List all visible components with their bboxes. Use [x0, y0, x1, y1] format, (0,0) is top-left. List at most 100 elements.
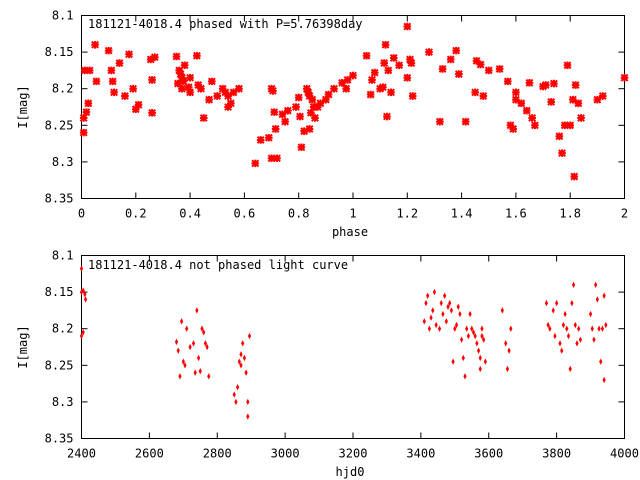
phased-data-point	[186, 73, 195, 82]
unphased-data-point	[79, 288, 84, 296]
phased-data-point	[395, 61, 404, 70]
unphased-data-point	[468, 310, 472, 318]
phased-x-tick-label: 1.6	[505, 207, 527, 221]
unphased-data-point	[178, 373, 182, 380]
phased-data-point	[207, 77, 216, 86]
unphased-data-point	[568, 365, 572, 373]
phased-data-point	[503, 77, 512, 86]
unphased-data-point	[196, 354, 201, 362]
unphased-data-point	[600, 325, 605, 332]
unphased-data-point	[422, 318, 426, 325]
phased-data-point	[366, 90, 375, 99]
phased-data-point	[598, 92, 607, 100]
phased-data-point	[172, 52, 181, 61]
unphased-data-point	[592, 336, 596, 343]
unphased-data-point	[431, 307, 435, 314]
phased-data-point	[92, 77, 101, 86]
phased-data-point	[349, 71, 357, 80]
phased-data-point	[338, 78, 347, 87]
phased-data-point	[300, 127, 309, 136]
phased-data-point	[387, 88, 395, 97]
phased-data-point	[213, 92, 222, 100]
unphased-data-point	[185, 325, 189, 332]
phased-data-point	[176, 70, 185, 78]
unphased-data-point	[188, 343, 192, 351]
unphased-x-tick-label: 2800	[203, 447, 232, 461]
phased-data-point	[383, 112, 391, 121]
phased-data-point	[80, 66, 89, 75]
phased-y-tick-label: 8.35	[45, 192, 74, 206]
phased-data-point	[104, 46, 113, 55]
phased-data-point	[79, 128, 88, 137]
phased-data-point	[175, 66, 184, 75]
unphased-x-tick-label: 3600	[474, 447, 503, 461]
unphased-data-point	[234, 398, 238, 406]
phased-data-point	[620, 73, 629, 82]
phased-data-point	[569, 95, 577, 104]
unphased-data-point	[83, 296, 88, 303]
phased-data-point	[495, 65, 504, 73]
phased-data-point	[267, 154, 276, 163]
phased-data-point	[229, 88, 238, 97]
phased-data-point	[121, 92, 129, 100]
phased-x-tick-label: 0.6	[234, 207, 256, 221]
phased-data-point	[560, 121, 569, 130]
phased-data-point	[389, 54, 398, 62]
unphased-data-point	[449, 307, 454, 314]
unphased-data-point	[578, 336, 582, 343]
unphased-data-point	[200, 325, 204, 332]
unphased-x-tick-label: 3800	[542, 447, 571, 461]
unphased-data-point	[434, 321, 438, 329]
unphased-data-point	[594, 281, 598, 288]
unphased-data-point	[195, 307, 199, 314]
phased-data-point	[148, 76, 156, 84]
phased-data-point	[256, 136, 265, 144]
phased-y-tick-label: 8.1	[52, 9, 74, 23]
phased-data-point	[528, 114, 537, 122]
unphased-data-point	[426, 292, 430, 299]
phased-data-point	[425, 48, 433, 57]
unphased-data-point	[191, 340, 196, 347]
phased-chart-title: 181121-4018.4 phased with P=5.76398day	[88, 17, 363, 31]
unphased-data-point	[454, 321, 459, 329]
phased-data-point	[235, 84, 243, 93]
unphased-x-axis-label: hjd0	[336, 465, 365, 479]
phased-data-point	[264, 133, 273, 142]
phased-data-point	[380, 59, 389, 67]
phased-x-tick-label: 0.4	[179, 207, 201, 221]
unphased-data-point	[246, 413, 250, 420]
phased-x-tick-label: 2	[621, 207, 628, 221]
unphased-data-point	[174, 338, 179, 346]
phased-data-point	[180, 61, 189, 70]
unphased-data-point	[565, 325, 569, 332]
phased-x-axis-label: phase	[332, 225, 368, 239]
phased-data-point	[407, 59, 416, 67]
unphased-data-point	[560, 347, 564, 354]
phased-data-point	[91, 40, 99, 49]
phased-data-point	[555, 132, 564, 141]
phased-data-point	[368, 76, 376, 84]
phased-data-point	[476, 60, 485, 69]
phased-data-point	[226, 99, 235, 108]
unphased-data-point	[461, 354, 465, 362]
phased-data-point	[541, 81, 550, 89]
unphased-data-point	[239, 362, 243, 369]
unphased-data-point	[465, 325, 469, 332]
unphased-data-point	[470, 325, 474, 332]
unphased-data-point	[555, 299, 559, 307]
unphased-data-point	[460, 336, 464, 343]
phased-data-point	[454, 70, 463, 78]
phased-data-point	[178, 73, 186, 82]
unphased-data-point	[483, 358, 487, 365]
phased-data-point	[525, 78, 534, 87]
unphased-data-point	[427, 325, 431, 332]
phased-data-point	[305, 125, 314, 133]
phased-data-point	[324, 90, 333, 99]
unphased-data-point	[439, 299, 443, 307]
phased-data-point	[146, 55, 155, 64]
phased-data-point	[150, 53, 159, 62]
phased-data-point	[281, 117, 290, 126]
phased-data-point	[192, 51, 201, 60]
phased-data-point	[522, 106, 531, 115]
phased-data-point	[471, 88, 480, 97]
